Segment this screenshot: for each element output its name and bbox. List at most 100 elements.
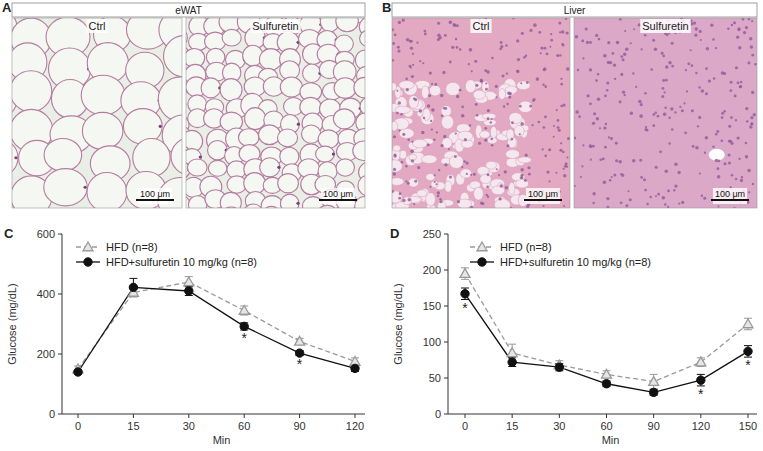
nucleus (623, 94, 625, 96)
nucleus (393, 154, 397, 158)
nucleus (531, 124, 533, 126)
nucleus (510, 138, 513, 141)
nucleus (566, 166, 568, 168)
nucleus (563, 174, 567, 178)
nucleus (613, 64, 616, 67)
lipid-droplet (422, 86, 429, 99)
lipid-droplet (431, 181, 438, 188)
y-tick (58, 294, 62, 295)
nucleus (487, 109, 490, 112)
lipid-droplet (474, 187, 484, 200)
y-tick-label: 0 (49, 408, 55, 420)
nucleus (629, 198, 632, 201)
nucleus (557, 119, 560, 122)
nucleus (461, 166, 463, 168)
legend-label: HFD (n=8) (500, 241, 552, 253)
adipocyte (12, 204, 17, 208)
x-tick (559, 414, 560, 418)
label-bg (640, 19, 690, 33)
image-frame (574, 18, 757, 208)
scale-bar (319, 199, 357, 201)
lipid-droplet (507, 129, 514, 140)
nucleus (599, 158, 602, 161)
nucleus (727, 153, 730, 156)
y-tick-label: 200 (423, 264, 441, 276)
nucleus (459, 48, 462, 51)
nucleus (655, 166, 658, 169)
nucleus (691, 64, 694, 67)
nucleus (558, 22, 561, 25)
nucleus (639, 114, 643, 118)
legend-label: HFD (n=8) (106, 241, 158, 253)
nucleus (437, 195, 440, 198)
nucleus (199, 155, 202, 158)
nucleus (577, 69, 579, 71)
nucleus (728, 140, 731, 143)
nucleus (745, 155, 748, 158)
adipocyte (44, 169, 87, 206)
nucleus (627, 190, 629, 192)
adipocyte (220, 192, 241, 208)
nucleus (655, 112, 657, 114)
nucleus (413, 97, 416, 100)
nucleus (519, 105, 522, 108)
nucleus (698, 86, 700, 88)
nucleus (431, 83, 433, 85)
error-cap (697, 374, 705, 375)
series-line (465, 294, 748, 393)
y-tick (58, 354, 62, 355)
nucleus (650, 68, 653, 71)
lipid-droplet (423, 108, 431, 120)
nucleus (484, 127, 487, 130)
error-bar (185, 277, 193, 288)
panel-label: B (382, 0, 391, 15)
lipid-droplet (409, 95, 419, 108)
nucleus (427, 104, 431, 108)
nucleus (461, 114, 465, 118)
nucleus (565, 18, 567, 20)
nucleus (557, 126, 560, 129)
lipid-droplet (392, 160, 402, 172)
nucleus (581, 165, 583, 167)
nucleus (444, 107, 447, 110)
nucleus (616, 41, 620, 45)
adipocyte (171, 138, 182, 175)
nucleus (559, 54, 561, 56)
nucleus (562, 43, 565, 46)
nucleus (715, 47, 717, 49)
error-bar (129, 278, 137, 296)
adipocyte (280, 194, 298, 208)
nucleus (411, 75, 414, 78)
nucleus (695, 146, 698, 149)
nucleus (649, 196, 651, 198)
lipid-droplet (505, 150, 519, 159)
adipocyte (336, 18, 358, 32)
nucleus (735, 66, 738, 69)
nucleus (478, 142, 481, 145)
y-axis (62, 234, 63, 414)
legend-label: HFD+sulfuretin 10 mg/kg (n=8) (106, 256, 257, 268)
nucleus (556, 109, 558, 111)
nucleus (644, 34, 647, 37)
nucleus (399, 192, 402, 195)
nucleus (485, 88, 488, 91)
adipocyte (318, 130, 339, 148)
header-box (12, 3, 365, 17)
lipid-droplet (473, 90, 485, 99)
nucleus (606, 81, 609, 84)
nucleus (640, 103, 643, 106)
nucleus (417, 166, 420, 169)
x-tick-label: 90 (648, 420, 660, 432)
nucleus (456, 95, 459, 98)
nucleus (461, 106, 464, 109)
nucleus (520, 168, 523, 171)
nucleus (159, 125, 162, 128)
nucleus (604, 94, 607, 97)
nucleus (392, 28, 394, 31)
nucleus (728, 125, 731, 128)
error-cap (650, 374, 658, 375)
nucleus (410, 40, 412, 42)
nucleus (740, 85, 743, 88)
x-tick-label: 120 (346, 420, 364, 432)
nucleus (464, 138, 467, 141)
